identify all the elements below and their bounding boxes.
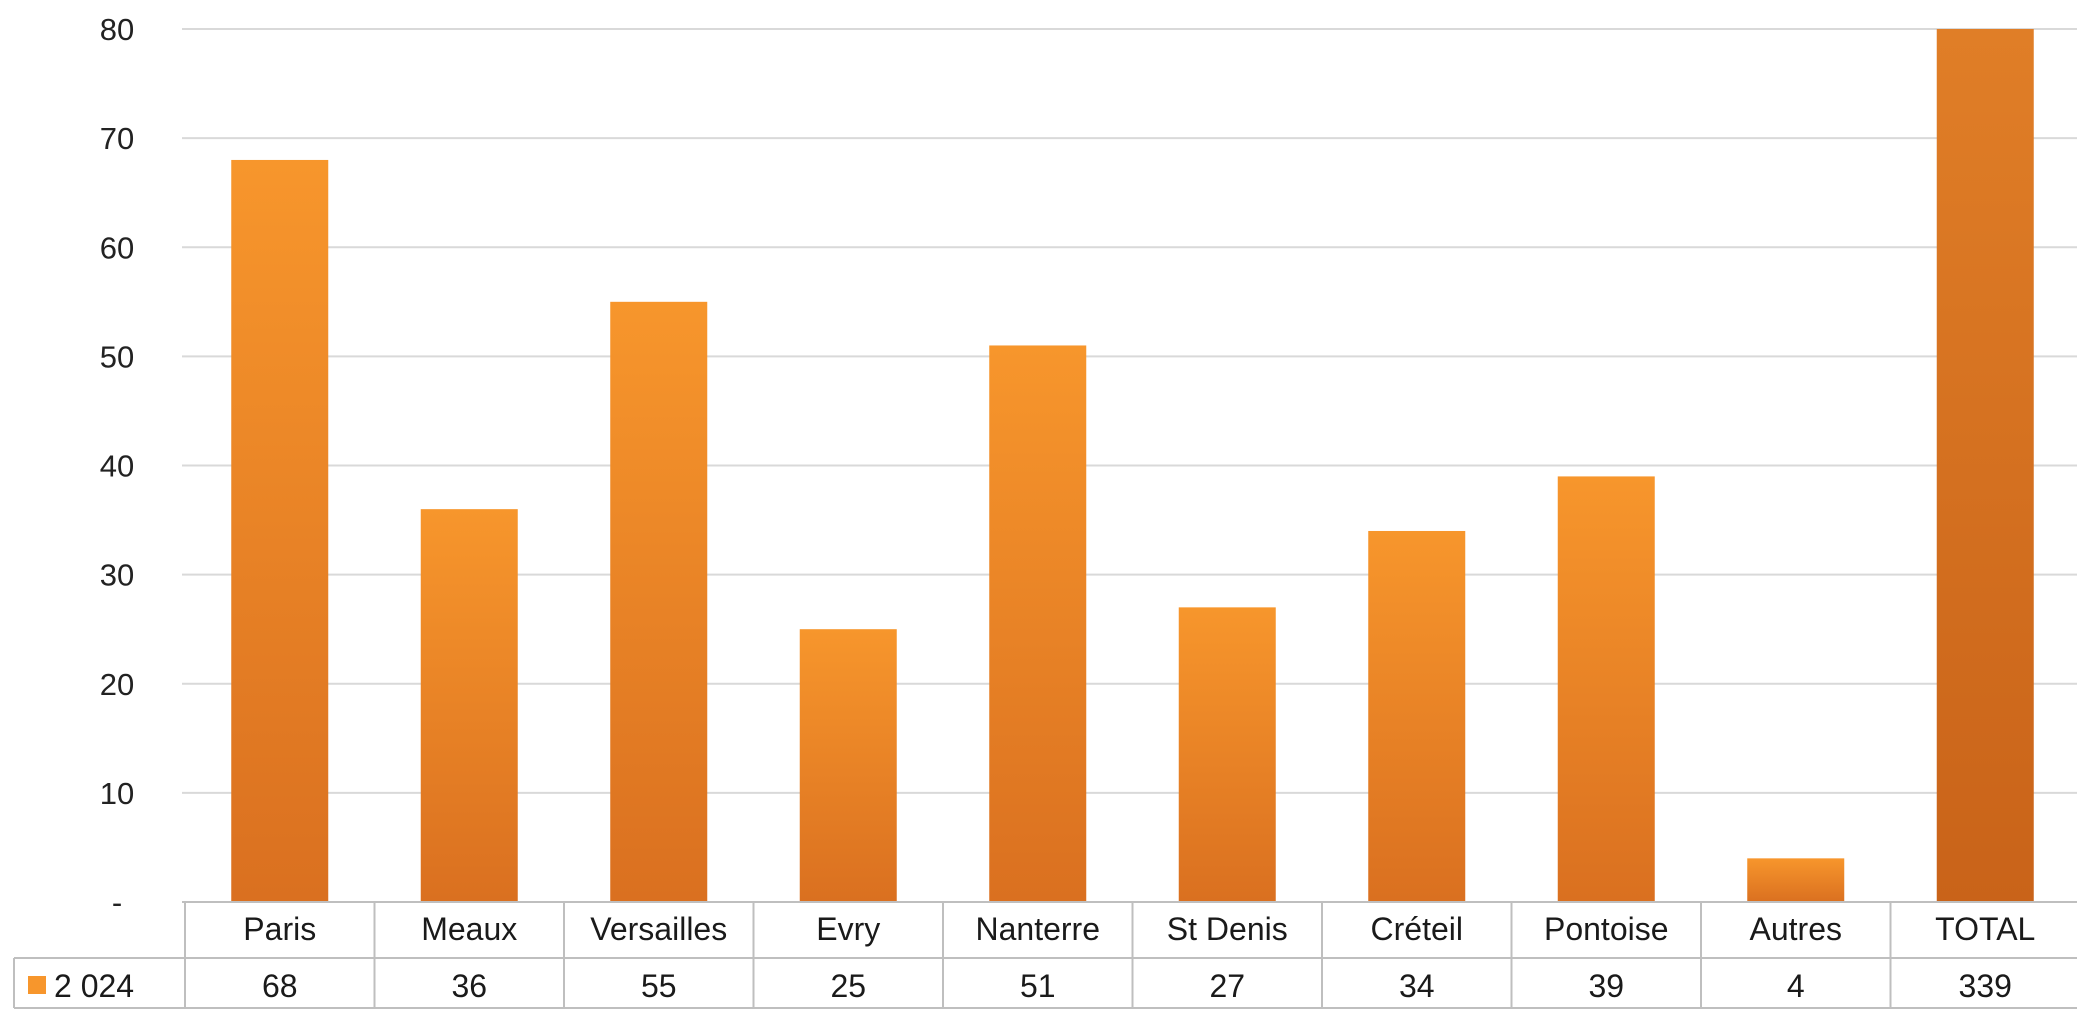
bar-cr-teil xyxy=(1368,530,1466,902)
bar-meaux xyxy=(420,509,518,902)
y-tick-label: 70 xyxy=(100,121,134,156)
category-label: Nanterre xyxy=(976,911,1101,947)
y-tick-label: 20 xyxy=(100,667,134,702)
category-label: TOTAL xyxy=(1935,911,2035,947)
value-label: 34 xyxy=(1399,968,1435,1004)
value-label: 68 xyxy=(262,968,298,1004)
category-label: Evry xyxy=(816,911,880,947)
category-label: Versailles xyxy=(590,911,727,947)
bar-evry xyxy=(799,629,897,902)
category-label: St Denis xyxy=(1167,911,1288,947)
y-tick-label: 60 xyxy=(100,230,134,265)
category-label: Meaux xyxy=(421,911,517,947)
y-tick-label: 50 xyxy=(100,339,134,374)
data-table: Paris 68 Meaux 36 Versailles 55 Evry 25 Nanterre… xyxy=(13,901,2077,1009)
category-label: Paris xyxy=(243,911,316,947)
value-label: 27 xyxy=(1209,968,1245,1004)
bar-st-denis xyxy=(1178,607,1276,902)
value-label: 339 xyxy=(1959,968,2012,1004)
y-tick-label: 10 xyxy=(100,776,134,811)
y-tick-label: 80 xyxy=(100,12,134,47)
bar-total xyxy=(1936,29,2034,902)
bar-versailles xyxy=(610,301,708,902)
category-label: Autres xyxy=(1750,911,1842,947)
y-tick-label: - xyxy=(112,885,122,920)
bar-autres xyxy=(1747,858,1845,902)
bar-paris xyxy=(231,159,329,902)
category-label: Créteil xyxy=(1371,911,1463,947)
y-axis: - 10 20 30 40 50 60 70 80 xyxy=(100,12,134,920)
bar-nanterre xyxy=(989,345,1087,902)
y-tick-label: 40 xyxy=(100,449,134,484)
value-label: 55 xyxy=(641,968,677,1004)
legend-swatch xyxy=(28,976,46,994)
y-tick-label: 30 xyxy=(100,558,134,593)
legend-series-label: 2 024 xyxy=(54,968,134,1004)
value-label: 36 xyxy=(451,968,487,1004)
value-label: 4 xyxy=(1787,968,1805,1004)
bars xyxy=(231,29,2034,902)
value-label: 25 xyxy=(830,968,866,1004)
bar-pontoise xyxy=(1557,476,1655,902)
category-label: Pontoise xyxy=(1544,911,1669,947)
value-label: 51 xyxy=(1020,968,1056,1004)
value-label: 39 xyxy=(1588,968,1624,1004)
